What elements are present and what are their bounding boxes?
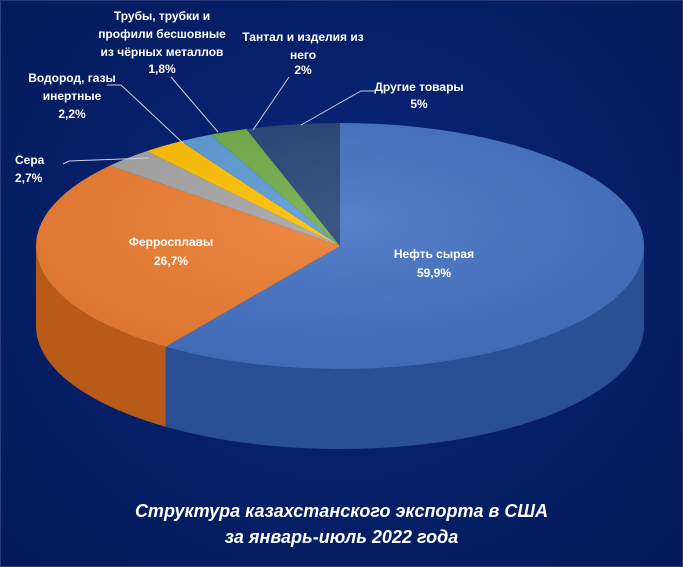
slice-name-4: Водород, газы — [28, 71, 116, 85]
chart-title-line2: за январь-июль 2022 года — [224, 527, 459, 547]
leader-line-5 — [170, 76, 219, 133]
slice-name-6: него — [290, 48, 316, 62]
slice-value-7: 5% — [410, 97, 428, 111]
slice-value-4: 2,2% — [58, 107, 86, 121]
slice-value-1: 59,9% — [417, 266, 451, 280]
slice-label-2: Ферросплавы 26,7% — [129, 235, 214, 268]
slice-name-1: Нефть сырая — [394, 247, 474, 261]
slice-name-7: Другие товары — [374, 80, 463, 94]
slice-name-2: Ферросплавы — [129, 235, 214, 249]
chart-title: Структура казахстанского экспорта в США … — [1, 498, 682, 550]
slice-name-5: профили бесшовные — [98, 27, 226, 41]
slice-label-5: Трубы, трубки и профили бесшовные из чёрны… — [98, 9, 226, 76]
slice-value-2: 26,7% — [154, 254, 188, 268]
slice-name-5: Трубы, трубки и — [114, 9, 210, 23]
leader-line-4 — [107, 84, 185, 145]
slice-label-6: Тантал и изделия из него 2% — [242, 30, 364, 77]
leader-line-7 — [300, 90, 374, 126]
leader-line-6 — [252, 76, 290, 131]
slice-name-4: инертные — [43, 89, 102, 103]
slice-label-1: Нефть сырая 59,9% — [394, 247, 474, 280]
slice-label-7: Другие товары 5% — [374, 80, 463, 111]
slice-value-5: 1,8% — [148, 62, 176, 76]
chart-title-line1: Структура казахстанского экспорта в США — [134, 501, 549, 521]
slice-name-5: из чёрных металлов — [101, 45, 224, 59]
pie-side-1 — [165, 246, 645, 449]
slice-label-3: Сера 2,7% — [15, 153, 45, 185]
slice-name-3: Сера — [15, 153, 45, 167]
slice-name-6: Тантал и изделия из — [242, 30, 364, 44]
slice-value-3: 2,7% — [15, 171, 43, 185]
slice-label-4: Водород, газы инертные 2,2% — [28, 71, 116, 121]
slice-value-6: 2% — [294, 63, 312, 77]
leader-line-3 — [62, 157, 150, 165]
